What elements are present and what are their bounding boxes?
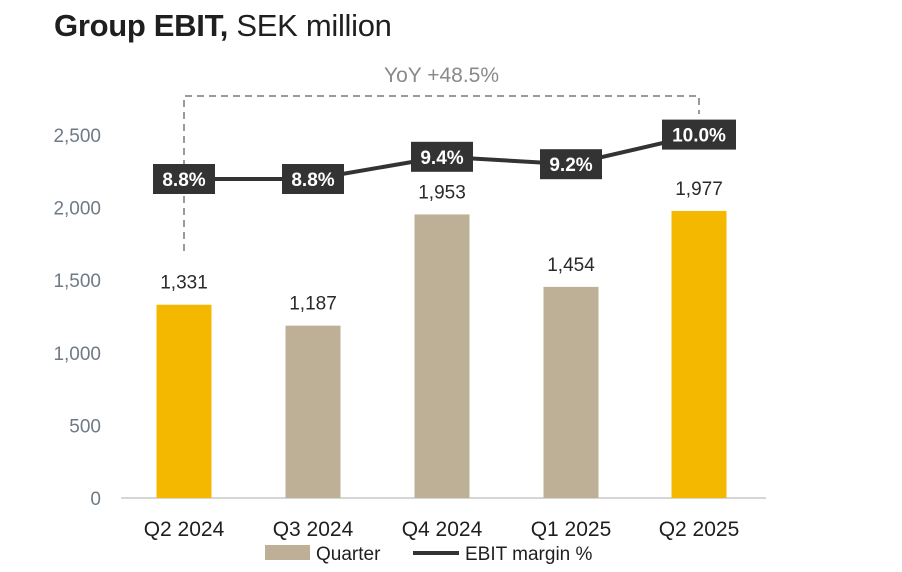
- x-tick-label: Q4 2024: [402, 518, 483, 541]
- y-tick-label: 1,500: [53, 271, 101, 292]
- bar-value-label: 1,977: [675, 179, 723, 200]
- y-tick-label: 2,000: [53, 199, 101, 220]
- x-tick-label: Q1 2025: [531, 518, 612, 541]
- bar-q2-2024: [156, 304, 212, 498]
- bar-value-label: 1,187: [289, 294, 337, 315]
- margin-label: 8.8%: [291, 170, 334, 191]
- x-tick-label: Q2 2024: [144, 518, 225, 541]
- margin-label: 9.2%: [549, 155, 592, 176]
- margin-label-bg: [153, 164, 215, 194]
- x-tick-label: Q3 2024: [273, 518, 354, 541]
- y-tick-label: 1,000: [53, 344, 101, 365]
- legend-label-quarter: Quarter: [316, 544, 381, 565]
- chart-title-bold: Group EBIT,: [54, 8, 229, 43]
- bar-q2-2025: [671, 210, 727, 498]
- bar-value-label: 1,331: [160, 273, 208, 294]
- margin-label-bg: [662, 119, 736, 150]
- chart-title-unit: SEK million: [228, 8, 392, 43]
- x-tick-label: Q2 2025: [659, 518, 740, 541]
- bar-value-label: 1,953: [418, 182, 466, 203]
- chart-title: Group EBIT, SEK million: [54, 8, 392, 44]
- margin-label: 9.4%: [420, 148, 463, 169]
- yoy-annotation: YoY +48.5%: [384, 64, 499, 87]
- margin-label: 8.8%: [162, 170, 205, 191]
- y-tick-label: 2,500: [53, 126, 101, 147]
- y-tick-label: 500: [69, 416, 101, 437]
- legend-swatch-quarter: [265, 545, 310, 560]
- bar-value-label: 1,454: [547, 255, 595, 276]
- legend-label-margin: EBIT margin %: [465, 544, 593, 565]
- y-tick-label: 0: [90, 489, 101, 510]
- margin-label: 10.0%: [672, 126, 726, 147]
- bar-q1-2025: [543, 286, 599, 498]
- bar-q4-2024: [414, 214, 470, 499]
- margin-label-bg: [282, 164, 344, 194]
- margin-label-bg: [540, 149, 602, 180]
- margin-label-bg: [411, 141, 473, 172]
- bar-q3-2024: [285, 325, 341, 498]
